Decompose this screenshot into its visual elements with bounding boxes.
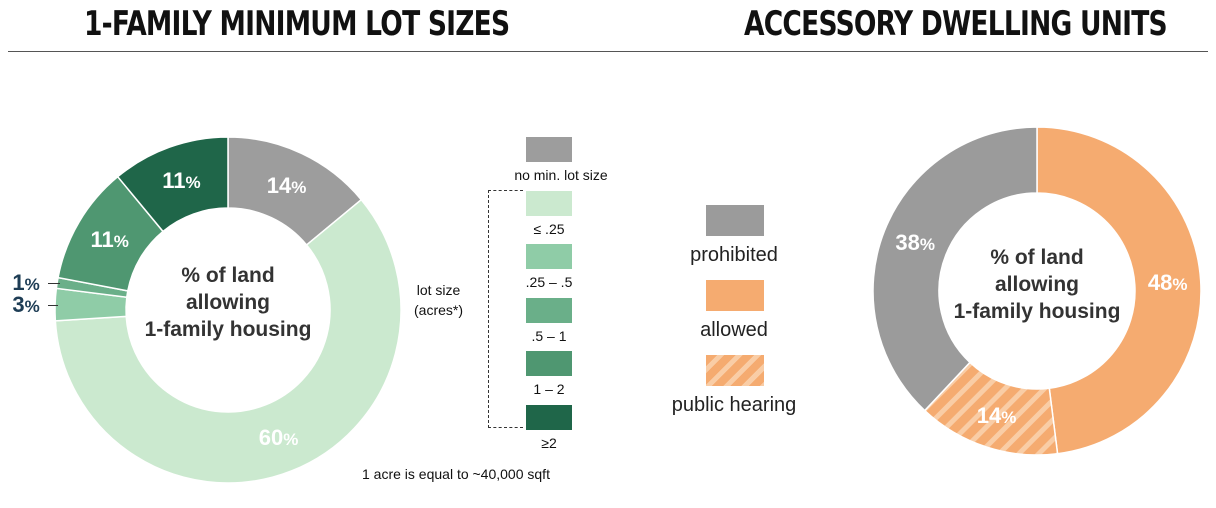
acre-footnote: 1 acre is equal to ~40,000 sqft bbox=[362, 466, 550, 482]
slice-leader-line-5-1 bbox=[48, 283, 61, 285]
adu-legend-label-prohibited: prohibited bbox=[690, 244, 778, 266]
center-line-2: allowing bbox=[186, 291, 270, 314]
lot-size-side-label: lot size (acres*) bbox=[414, 280, 463, 320]
adu-title: Accessory Dwelling Units bbox=[744, 4, 1168, 44]
legend-label-1-2: 1 – 2 bbox=[533, 381, 565, 397]
legend-label-25: ≤ .25 bbox=[533, 220, 565, 237]
adu-legend-label-allowed: allowed bbox=[700, 319, 768, 341]
legend-label-no-min-lot-size: no min. lot size bbox=[514, 167, 608, 183]
legend-label-2: ≥2 bbox=[541, 434, 557, 451]
slice-leader-line-25-5 bbox=[48, 304, 59, 306]
slice-value-label-1-2: 11% bbox=[90, 227, 129, 252]
center-line-1: % of land bbox=[181, 264, 275, 287]
side-label-line-2: (acres*) bbox=[414, 302, 464, 318]
adu-center-line-1: % of land bbox=[990, 246, 1084, 269]
lot-size-donut-chart bbox=[54, 136, 402, 484]
donut-slice-allowed bbox=[1036, 126, 1202, 455]
center-line-3: 1-family housing bbox=[144, 318, 312, 341]
legend-label-5-1: .5 – 1 bbox=[531, 327, 567, 344]
adu-center-line-3: 1-family housing bbox=[953, 300, 1121, 323]
adu-center-line-2: allowing bbox=[995, 273, 1079, 296]
adu-legend-label-public-hearing: public hearing bbox=[671, 394, 797, 416]
adu-legend-swatch-prohibited bbox=[706, 205, 764, 236]
header-rule bbox=[8, 51, 1208, 52]
donut-slice-25 bbox=[54, 198, 402, 484]
donut-slice-prohibited bbox=[872, 126, 1038, 412]
adu-donut-chart bbox=[872, 126, 1202, 456]
legend-swatch-2 bbox=[526, 404, 572, 430]
legend-swatch-25-5 bbox=[526, 244, 572, 269]
slice-value-label-25-5: 3% bbox=[12, 291, 40, 317]
lot-size-title: 1-Family Minimum Lot Sizes bbox=[84, 4, 510, 44]
slice-value-label-2: 11% bbox=[162, 167, 201, 193]
slice-value-label-public-hearing: 14% bbox=[976, 402, 1017, 428]
slice-value-label-allowed: 48% bbox=[1147, 269, 1188, 295]
adu-legend-swatch-allowed bbox=[706, 280, 764, 311]
legend-swatch-5-1 bbox=[526, 297, 572, 323]
legend-swatch-no-min-lot-size bbox=[526, 137, 572, 162]
slice-value-label-5-1: 1% bbox=[12, 270, 40, 296]
slice-value-label-25: 60% bbox=[258, 424, 299, 450]
lot-size-bracket bbox=[488, 190, 523, 428]
adu-legend-swatch-public-hearing bbox=[706, 355, 764, 386]
slice-value-label-prohibited: 38% bbox=[895, 229, 935, 255]
legend-swatch-1-2 bbox=[526, 351, 572, 376]
legend-label-25-5: .25 – .5 bbox=[525, 274, 573, 290]
donut-slice-2 bbox=[116, 136, 229, 233]
adu-center-label: % of land allowing 1-family housing bbox=[937, 244, 1137, 325]
legend-swatch-25 bbox=[526, 190, 572, 216]
side-label-line-1: lot size bbox=[416, 282, 461, 298]
slice-value-label-no-min-lot-size: 14% bbox=[266, 172, 307, 198]
lot-size-center-label: % of land allowing 1-family housing bbox=[128, 262, 328, 343]
